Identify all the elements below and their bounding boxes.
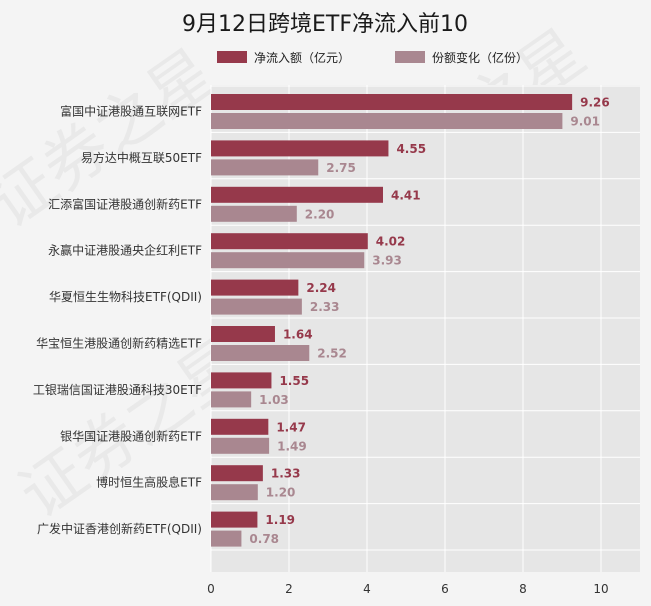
category-labels: 富国中证港股通互联网ETF 易方达中概互联50ETF 汇添富国证港股通创新药ETF 永… bbox=[33, 104, 202, 537]
category-label-5: 华宝恒生港股通创新药精选ETF bbox=[36, 336, 202, 351]
value-label-series-2-2: 2.20 bbox=[305, 207, 335, 221]
watermark-text-1: 证券之星 bbox=[0, 36, 229, 243]
category-label-8: 博时恒生高股息ETF bbox=[96, 475, 202, 490]
value-label-series-2-5: 2.52 bbox=[317, 347, 347, 361]
category-label-0: 富国中证港股通互联网ETF bbox=[60, 104, 202, 119]
legend-label-series-2: 份额变化（亿份） bbox=[432, 50, 528, 65]
x-axis-ticks: 0 2 4 6 8 10 bbox=[207, 582, 608, 596]
bar-series-2-8 bbox=[211, 484, 258, 501]
bar-series-2-7 bbox=[211, 437, 270, 454]
bar-series-2-1 bbox=[211, 159, 319, 176]
value-label-series-1-5: 1.64 bbox=[283, 328, 313, 342]
value-label-series-2-9: 0.78 bbox=[249, 532, 279, 546]
legend-label-series-1: 净流入额（亿元） bbox=[254, 50, 350, 65]
value-label-series-2-0: 9.01 bbox=[570, 115, 600, 129]
value-label-series-1-6: 1.55 bbox=[279, 374, 309, 388]
x-tick-label-0: 0 bbox=[207, 582, 215, 596]
value-label-series-1-2: 4.41 bbox=[391, 188, 421, 202]
value-label-series-2-3: 3.93 bbox=[372, 254, 402, 268]
bar-series-2-2 bbox=[211, 205, 297, 222]
x-tick-label-3: 6 bbox=[441, 582, 449, 596]
legend: 净流入额（亿元） 份额变化（亿份） bbox=[217, 50, 528, 65]
value-label-series-1-1: 4.55 bbox=[396, 142, 426, 156]
legend-swatch-series-2 bbox=[395, 51, 425, 63]
value-label-series-1-8: 1.33 bbox=[271, 467, 301, 481]
bar-series-2-9 bbox=[211, 530, 242, 547]
category-label-1: 易方达中概互联50ETF bbox=[81, 150, 202, 165]
legend-swatch-series-1 bbox=[217, 51, 247, 63]
bar-series-1-3 bbox=[211, 233, 368, 250]
bar-series-1-4 bbox=[211, 279, 299, 296]
value-label-series-1-4: 2.24 bbox=[306, 281, 336, 295]
category-label-9: 广发中证香港创新药ETF(QDII) bbox=[37, 521, 202, 536]
value-label-series-1-7: 1.47 bbox=[276, 420, 306, 434]
bar-series-1-0 bbox=[211, 94, 573, 110]
bar-series-1-2 bbox=[211, 186, 383, 203]
bars bbox=[211, 94, 573, 547]
value-label-series-1-0: 9.26 bbox=[580, 96, 610, 110]
bar-series-2-6 bbox=[211, 391, 252, 408]
value-label-series-2-1: 2.75 bbox=[326, 161, 356, 175]
value-label-series-1-9: 1.19 bbox=[265, 513, 295, 527]
bar-series-2-3 bbox=[211, 252, 365, 269]
bar-series-2-0 bbox=[211, 113, 563, 129]
value-label-series-2-6: 1.03 bbox=[259, 393, 289, 407]
bar-series-1-5 bbox=[211, 326, 275, 342]
bar-series-1-7 bbox=[211, 418, 269, 435]
x-tick-label-2: 4 bbox=[363, 582, 371, 596]
bar-series-1-8 bbox=[211, 465, 263, 482]
value-label-series-2-4: 2.33 bbox=[310, 300, 340, 314]
bar-series-1-9 bbox=[211, 511, 258, 528]
category-label-2: 汇添富国证港股通创新药ETF bbox=[48, 196, 202, 211]
x-tick-label-4: 8 bbox=[519, 582, 527, 596]
value-label-series-1-3: 4.02 bbox=[376, 235, 406, 249]
x-tick-label-5: 10 bbox=[593, 582, 608, 596]
bar-series-2-5 bbox=[211, 345, 310, 361]
gridlines bbox=[210, 85, 640, 572]
value-labels: 9.26 9.01 4.55 2.75 4.41 2.20 4.02 3.93 2.24 2.33… bbox=[249, 96, 609, 547]
value-label-series-2-8: 1.20 bbox=[266, 486, 296, 500]
bar-series-2-4 bbox=[211, 298, 302, 315]
x-tick-label-1: 2 bbox=[285, 582, 293, 596]
category-label-7: 银华国证港股通创新药ETF bbox=[60, 428, 202, 443]
bar-series-1-1 bbox=[211, 140, 389, 157]
bar-series-1-6 bbox=[211, 372, 272, 389]
chart-title: 9月12日跨境ETF净流入前10 bbox=[182, 12, 468, 37]
value-label-series-2-7: 1.49 bbox=[277, 439, 307, 453]
category-label-4: 华夏恒生生物科技ETF(QDII) bbox=[49, 290, 202, 304]
category-label-3: 永赢中证港股通央企红利ETF bbox=[48, 243, 202, 258]
category-label-6: 工银瑞信国证港股通科技30ETF bbox=[33, 383, 202, 397]
